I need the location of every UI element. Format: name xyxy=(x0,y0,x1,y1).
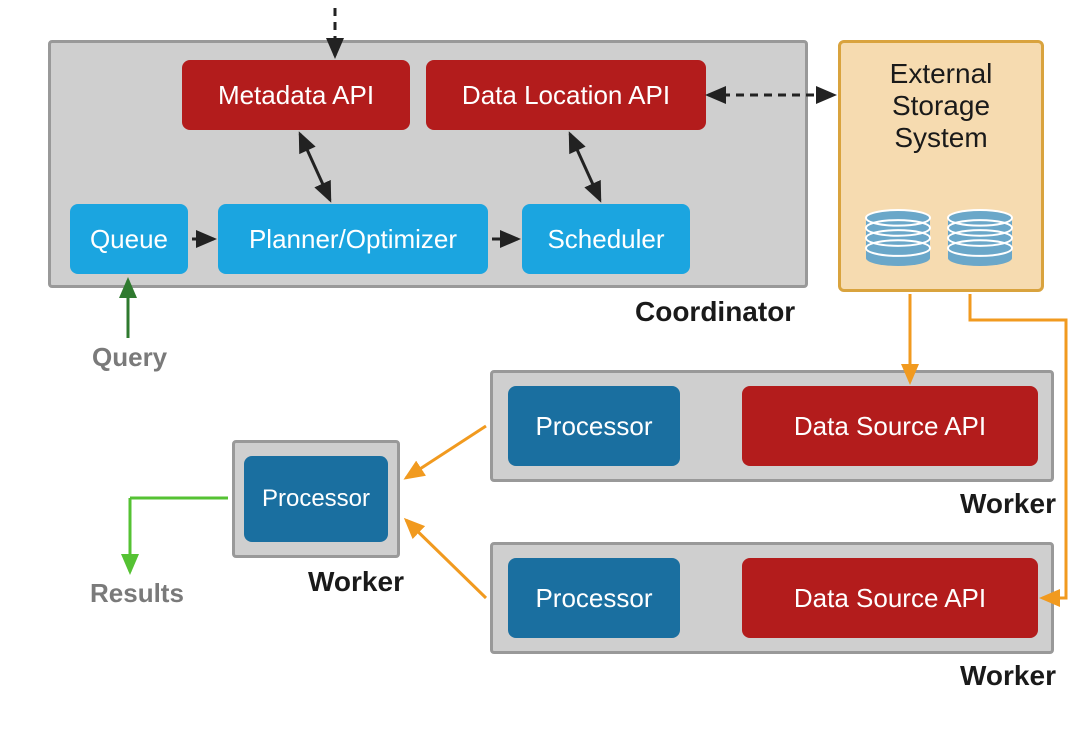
results-label: Results xyxy=(90,578,184,609)
data-location-api-node: Data Location API xyxy=(426,60,706,130)
external-storage-label: External Storage System xyxy=(858,58,1024,154)
query-label: Query xyxy=(92,342,167,373)
worker2-label: Worker xyxy=(960,660,1056,692)
processor3-node: Processor xyxy=(244,456,388,542)
processor2-node: Processor xyxy=(508,558,680,638)
metadata-api-node: Metadata API xyxy=(182,60,410,130)
worker3-label: Worker xyxy=(308,566,404,598)
queue-node: Queue xyxy=(70,204,188,274)
processor1-node: Processor xyxy=(508,386,680,466)
data-source-api-1-node: Data Source API xyxy=(742,386,1038,466)
coordinator-label: Coordinator xyxy=(635,296,795,328)
worker1-label: Worker xyxy=(960,488,1056,520)
planner-optimizer-node: Planner/Optimizer xyxy=(218,204,488,274)
data-source-api-2-node: Data Source API xyxy=(742,558,1038,638)
scheduler-node: Scheduler xyxy=(522,204,690,274)
